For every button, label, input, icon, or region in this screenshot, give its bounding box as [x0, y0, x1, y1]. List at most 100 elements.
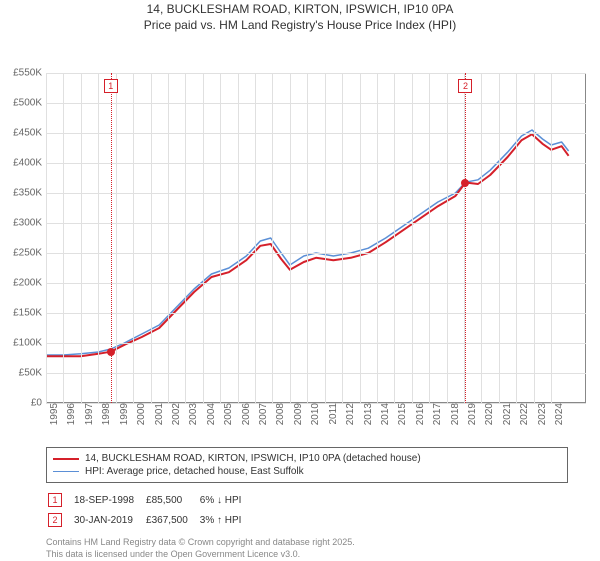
chart-area: £0£50K£100K£150K£200K£250K£300K£350K£400…	[0, 33, 600, 441]
x-tick-label: 1995	[46, 403, 60, 425]
events-table: 1 18-SEP-1998£85,5006% ↓ HPI 2 30-JAN-2019£…	[46, 489, 253, 531]
x-tick-label: 2010	[307, 403, 321, 425]
x-tick-label: 2015	[394, 403, 408, 425]
grid-v	[481, 73, 482, 403]
x-tick-label: 2002	[168, 403, 182, 425]
price-marker	[461, 179, 469, 187]
grid-h	[46, 193, 586, 194]
event-price: £367,500	[146, 511, 198, 529]
y-tick-label: £450K	[13, 128, 46, 139]
event-badge: 2	[458, 79, 472, 93]
grid-v	[551, 73, 552, 403]
x-tick-label: 2000	[133, 403, 147, 425]
grid-v	[290, 73, 291, 403]
footer-line1: Contains HM Land Registry data © Crown c…	[46, 537, 568, 549]
legend-box: 14, BUCKLESHAM ROAD, KIRTON, IPSWICH, IP…	[46, 447, 568, 483]
grid-v	[168, 73, 169, 403]
legend-label: 14, BUCKLESHAM ROAD, KIRTON, IPSWICH, IP…	[85, 453, 421, 464]
x-tick-label: 2019	[464, 403, 478, 425]
x-tick-label: 2024	[551, 403, 565, 425]
price-marker	[107, 348, 115, 356]
x-tick-label: 2023	[534, 403, 548, 425]
grid-v	[412, 73, 413, 403]
x-tick-label: 1998	[98, 403, 112, 425]
grid-h	[46, 133, 586, 134]
grid-v	[46, 73, 47, 403]
y-tick-label: £150K	[13, 308, 46, 319]
grid-v	[447, 73, 448, 403]
chart-title: 14, BUCKLESHAM ROAD, KIRTON, IPSWICH, IP…	[0, 0, 600, 33]
grid-v	[81, 73, 82, 403]
grid-v	[272, 73, 273, 403]
grid-v	[203, 73, 204, 403]
grid-v	[255, 73, 256, 403]
grid-h	[46, 313, 586, 314]
grid-h	[46, 223, 586, 224]
event-date: 18-SEP-1998	[74, 491, 144, 509]
y-tick-label: £50K	[19, 368, 46, 379]
grid-h	[46, 283, 586, 284]
x-tick-label: 2016	[412, 403, 426, 425]
grid-h	[46, 253, 586, 254]
y-tick-label: £350K	[13, 188, 46, 199]
grid-v	[185, 73, 186, 403]
legend-swatch	[53, 458, 79, 460]
grid-v	[499, 73, 500, 403]
event-index-badge: 2	[48, 513, 62, 527]
title-line1: 14, BUCKLESHAM ROAD, KIRTON, IPSWICH, IP…	[0, 2, 600, 18]
event-delta: 6% ↓ HPI	[200, 491, 252, 509]
y-tick-label: £500K	[13, 98, 46, 109]
grid-h	[46, 103, 586, 104]
event-index-badge: 1	[48, 493, 62, 507]
grid-v	[534, 73, 535, 403]
x-tick-label: 2012	[342, 403, 356, 425]
grid-v	[516, 73, 517, 403]
x-tick-label: 2013	[360, 403, 374, 425]
grid-v	[238, 73, 239, 403]
grid-h	[46, 73, 586, 74]
x-tick-label: 2017	[429, 403, 443, 425]
grid-h	[46, 373, 586, 374]
x-tick-label: 2018	[447, 403, 461, 425]
grid-v	[151, 73, 152, 403]
grid-v	[307, 73, 308, 403]
footer-line2: This data is licensed under the Open Gov…	[46, 549, 568, 561]
event-price: £85,500	[146, 491, 198, 509]
grid-v	[116, 73, 117, 403]
legend-item: HPI: Average price, detached house, East…	[53, 465, 561, 478]
event-badge: 1	[104, 79, 118, 93]
grid-v	[360, 73, 361, 403]
x-tick-label: 2011	[325, 403, 339, 425]
x-tick-label: 1997	[81, 403, 95, 425]
x-tick-label: 2003	[185, 403, 199, 425]
event-row: 1 18-SEP-1998£85,5006% ↓ HPI	[48, 491, 251, 509]
grid-v	[325, 73, 326, 403]
legend-label: HPI: Average price, detached house, East…	[85, 466, 304, 477]
y-tick-label: £100K	[13, 338, 46, 349]
x-tick-label: 2022	[516, 403, 530, 425]
grid-h	[46, 163, 586, 164]
title-line2: Price paid vs. HM Land Registry's House …	[0, 18, 600, 34]
x-tick-label: 2021	[499, 403, 513, 425]
x-tick-label: 1999	[116, 403, 130, 425]
event-date: 30-JAN-2019	[74, 511, 144, 529]
grid-v	[394, 73, 395, 403]
grid-v	[220, 73, 221, 403]
y-tick-label: £200K	[13, 278, 46, 289]
legend-item: 14, BUCKLESHAM ROAD, KIRTON, IPSWICH, IP…	[53, 452, 561, 465]
x-tick-label: 2020	[481, 403, 495, 425]
event-vline	[465, 73, 466, 403]
x-tick-label: 2004	[203, 403, 217, 425]
grid-v	[377, 73, 378, 403]
y-tick-label: £300K	[13, 218, 46, 229]
x-tick-label: 2007	[255, 403, 269, 425]
x-tick-label: 2009	[290, 403, 304, 425]
grid-v	[429, 73, 430, 403]
grid-v	[342, 73, 343, 403]
y-tick-label: £400K	[13, 158, 46, 169]
grid-h	[46, 343, 586, 344]
x-tick-label: 2008	[272, 403, 286, 425]
legend-swatch	[53, 471, 79, 472]
y-tick-label: £550K	[13, 68, 46, 79]
series-svg	[46, 73, 586, 403]
